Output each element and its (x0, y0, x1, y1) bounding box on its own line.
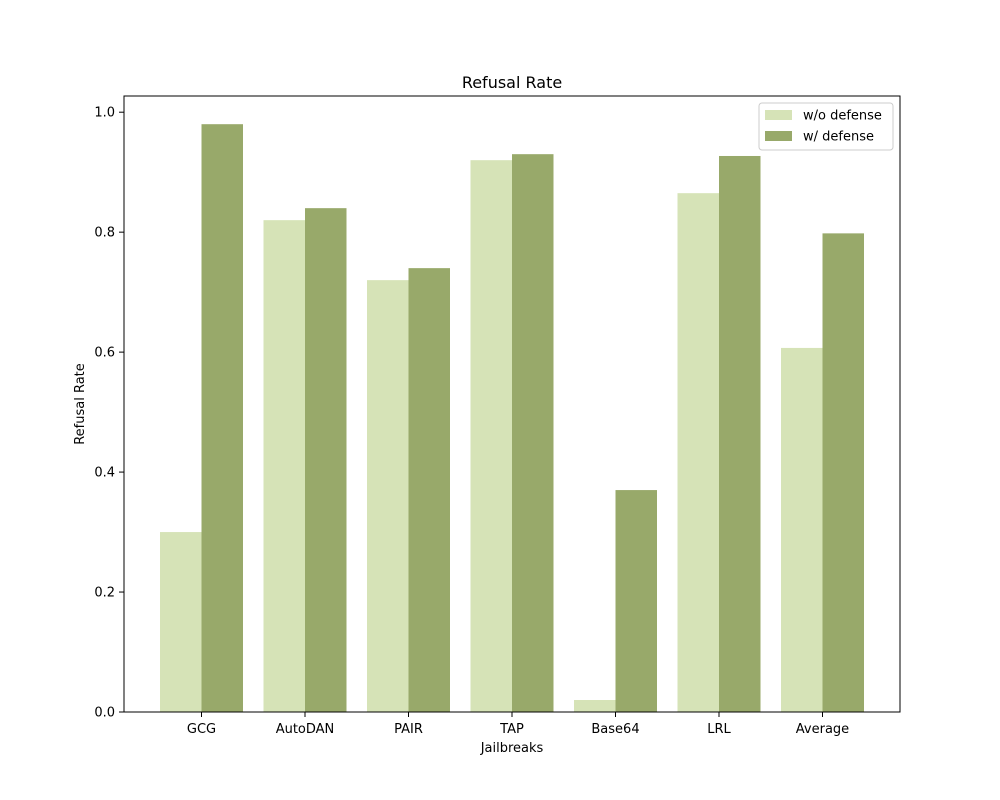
y-tick-label: 1.0 (94, 106, 115, 121)
bar-with-defense-lrl (719, 155, 761, 713)
legend-label: w/ defense (803, 130, 874, 145)
x-tick-label: LRL (707, 722, 731, 737)
chart-title: Refusal Rate (462, 73, 562, 92)
legend-label: w/o defense (803, 109, 882, 124)
bar-with-defense-gcg (201, 124, 243, 712)
bar-with-defense-tap (512, 154, 554, 712)
y-tick-label: 0.0 (94, 706, 115, 721)
y-axis-ticks: 0.0 0.2 0.4 0.6 0.8 1.0 (94, 106, 124, 721)
x-tick-label: Average (796, 722, 849, 737)
bar-without-defense-gcg (160, 532, 202, 712)
x-tick-label: GCG (187, 722, 216, 737)
bar-with-defense-base64 (615, 490, 657, 712)
x-axis-ticks: GCG AutoDAN PAIR TAP Base64 LRL Average (187, 712, 849, 737)
y-tick-label: 0.2 (94, 586, 115, 601)
bar-without-defense-lrl (677, 193, 719, 713)
legend-box (758, 102, 894, 151)
bars-layer (160, 124, 864, 713)
bar-without-defense-autodan (263, 220, 305, 712)
bar-without-defense-average (781, 347, 823, 712)
x-tick-label: PAIR (394, 722, 423, 737)
legend-swatch (765, 131, 792, 141)
bar-without-defense-tap (470, 160, 512, 712)
y-tick-label: 0.6 (94, 346, 115, 361)
y-tick-label: 0.4 (94, 466, 115, 481)
bar-with-defense-autodan (305, 208, 347, 712)
bar-with-defense-pair (408, 268, 450, 712)
bar-with-defense-average (822, 233, 864, 713)
x-tick-label: Base64 (591, 722, 639, 737)
y-tick-label: 0.8 (94, 226, 115, 241)
plot-frame (123, 95, 901, 713)
bar-without-defense-base64 (574, 700, 616, 712)
legend: w/o defense w/ defense (758, 102, 894, 151)
x-tick-label: AutoDAN (276, 722, 335, 737)
bar-without-defense-pair (367, 280, 409, 712)
x-tick-label: TAP (499, 722, 524, 737)
y-axis-label: Refusal Rate (73, 363, 88, 445)
x-axis-label: Jailbreaks (480, 741, 544, 756)
legend-swatch (765, 110, 792, 120)
